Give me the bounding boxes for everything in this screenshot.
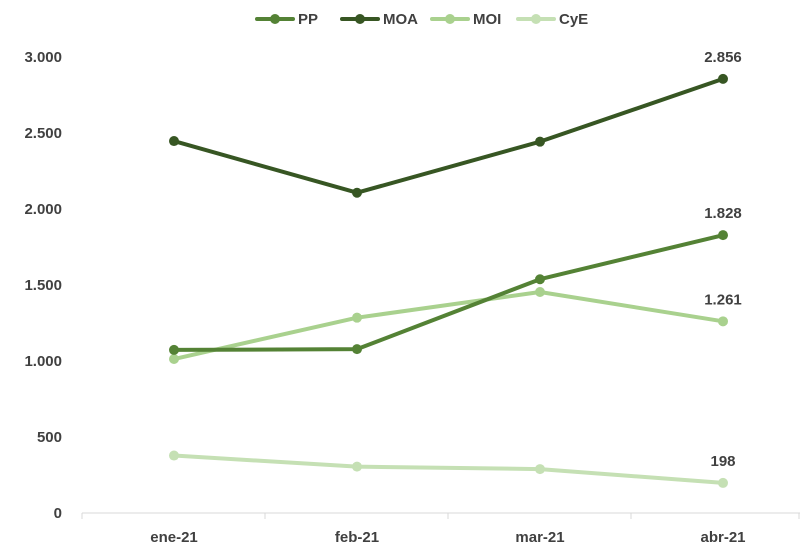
- y-tick-label: 3.000: [24, 49, 62, 66]
- data-point: [535, 286, 545, 297]
- data-label: 1.261: [704, 291, 742, 308]
- legend-item-cye: CyE: [516, 11, 588, 28]
- data-point: [718, 477, 728, 488]
- series-line: [172, 453, 725, 485]
- legend-item-pp: PP: [255, 11, 318, 28]
- x-tick-label: feb-21: [335, 529, 379, 545]
- legend-item-moi: MOI: [430, 11, 501, 28]
- legend-label: CyE: [559, 11, 588, 28]
- data-point: [535, 274, 545, 285]
- data-point: [352, 312, 362, 323]
- data-point: [352, 344, 362, 355]
- y-tick-label: 0: [54, 505, 62, 522]
- legend-label: MOI: [473, 11, 501, 28]
- series-layer: [169, 73, 728, 488]
- x-axis: ene-21 feb-21 mar-21 abr-21: [81, 512, 800, 545]
- data-point: [718, 316, 728, 327]
- data-point: [718, 230, 728, 241]
- data-point: [352, 187, 362, 198]
- x-tick-label: mar-21: [515, 529, 564, 545]
- series-line: [172, 233, 725, 352]
- legend-marker: [445, 14, 455, 24]
- data-point: [169, 344, 179, 355]
- y-tick-label: 1.000: [24, 353, 62, 370]
- data-labels: 198 1.261 1.828 2.856: [704, 49, 742, 470]
- data-point: [169, 136, 179, 147]
- x-tick-label: abr-21: [700, 529, 745, 545]
- data-point: [718, 73, 728, 84]
- y-axis: 0 500 1.000 1.500 2.000 2.500 3.000: [24, 49, 62, 522]
- y-tick-label: 500: [37, 429, 62, 446]
- legend-item-moa: MOA: [340, 11, 418, 28]
- y-tick-label: 2.000: [24, 201, 62, 218]
- data-label: 198: [710, 453, 735, 470]
- y-tick-label: 1.500: [24, 277, 62, 294]
- y-tick-label: 2.500: [24, 125, 62, 142]
- series-moa: [169, 73, 728, 198]
- data-point: [535, 136, 545, 147]
- legend-label: MOA: [383, 11, 418, 28]
- legend: PP MOA MOI CyE: [255, 11, 588, 28]
- legend-marker: [355, 14, 365, 24]
- data-point: [535, 464, 545, 475]
- series-line: [172, 76, 725, 195]
- data-point: [169, 354, 179, 365]
- data-point: [352, 461, 362, 472]
- data-label: 2.856: [704, 49, 742, 66]
- legend-marker: [531, 14, 541, 24]
- data-label: 1.828: [704, 205, 742, 222]
- legend-label: PP: [298, 11, 318, 28]
- series-line: [172, 289, 725, 362]
- data-point: [169, 450, 179, 461]
- x-tick-label: ene-21: [150, 529, 198, 545]
- legend-marker: [270, 14, 280, 24]
- series-moi: [169, 286, 728, 365]
- series-cye: [169, 450, 728, 488]
- series-pp: [169, 230, 728, 355]
